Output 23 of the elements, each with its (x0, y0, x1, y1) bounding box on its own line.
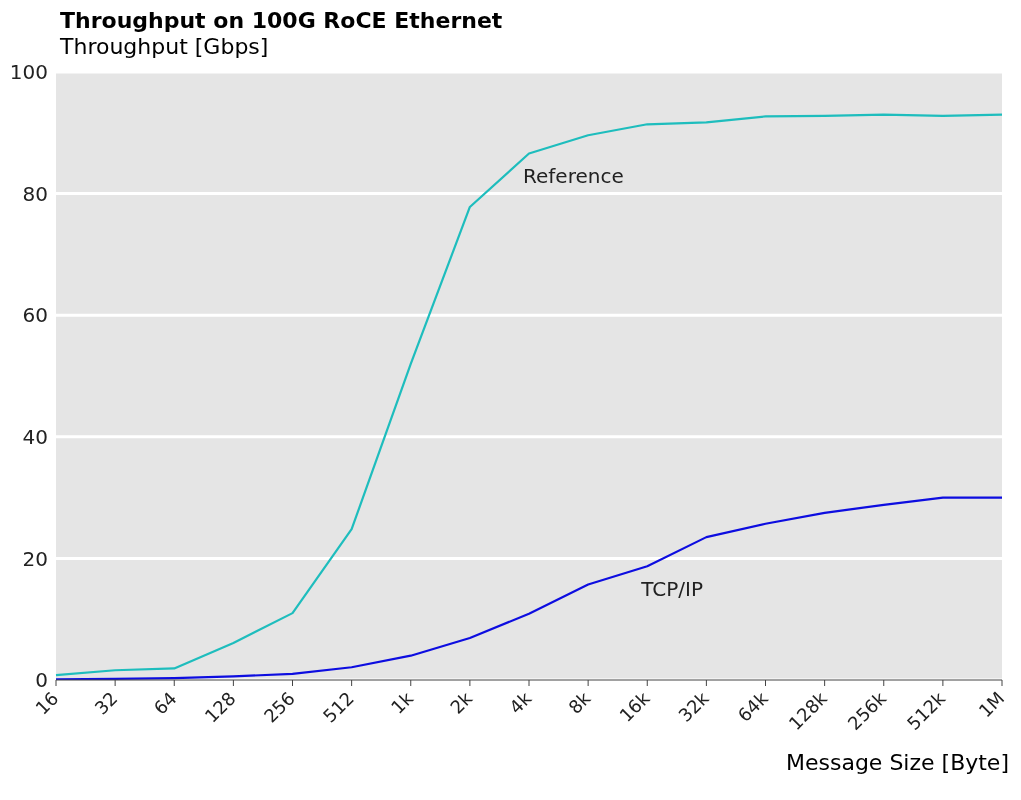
x-tick-label: 1k (386, 687, 418, 718)
x-tick-label: 4k (505, 687, 536, 718)
x-tick-label: 64k (733, 687, 773, 726)
series-label: Reference (523, 164, 624, 189)
x-tick-label: 2k (445, 687, 477, 718)
x-tick-label: 64 (149, 687, 181, 719)
chart-title: Throughput on 100G RoCE Ethernet (60, 8, 504, 34)
x-tick-label: 1M (974, 687, 1009, 722)
y-tick-label: 100 (9, 60, 48, 85)
line-series (54, 113, 1004, 677)
x-tick-label: 8k (564, 687, 595, 718)
x-tick-label: 32 (90, 687, 122, 719)
y-axis-title: Throughput [Gbps] (60, 34, 270, 60)
y-tick-label: 40 (22, 424, 48, 449)
x-tick-label: 512 (318, 687, 358, 727)
x-axis-title: Message Size [Byte] (785, 750, 1009, 775)
x-tick-label: 128 (200, 687, 240, 727)
y-tick-label: 60 (22, 303, 48, 328)
y-tick-label: 20 (22, 546, 48, 571)
x-tick-label: 16k (615, 687, 655, 726)
series-label: TCP/IP (640, 577, 704, 602)
y-tick-label: 80 (22, 181, 48, 206)
x-tick-label: 32k (674, 687, 714, 726)
